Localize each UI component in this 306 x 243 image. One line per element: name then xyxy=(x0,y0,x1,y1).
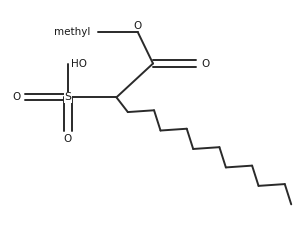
Text: O: O xyxy=(12,92,21,102)
Text: S: S xyxy=(64,92,71,102)
Text: HO: HO xyxy=(71,59,87,69)
Text: methyl: methyl xyxy=(54,27,91,37)
Text: O: O xyxy=(202,59,210,69)
Text: O: O xyxy=(64,134,72,144)
Text: O: O xyxy=(134,21,142,31)
